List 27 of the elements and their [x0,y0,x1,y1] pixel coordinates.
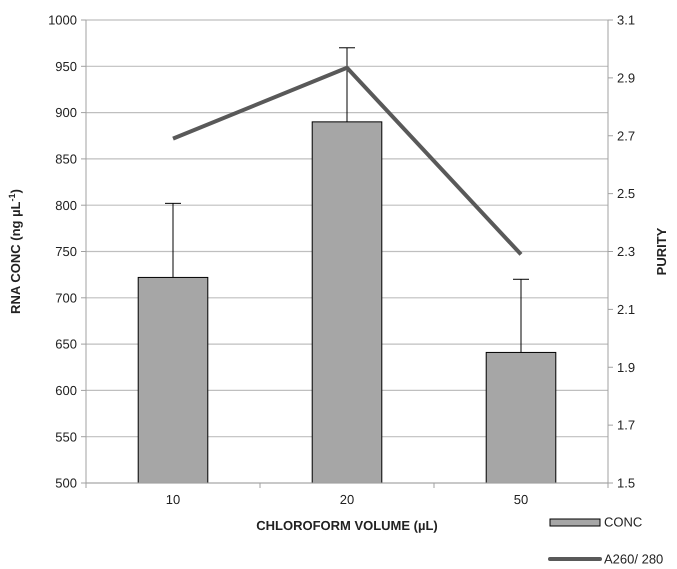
y2-tick-label: 2.5 [617,186,636,202]
x-tick-label: 10 [166,492,180,507]
y-tick-label: 750 [55,244,77,260]
x-axis-title: CHLOROFORM VOLUME (µL) [256,518,438,533]
legend-label: A260/ 280 [604,552,664,567]
y-tick-label: 600 [55,382,77,398]
y2-tick-label: 2.3 [617,244,636,260]
y-tick-label: 950 [55,58,77,74]
y2-tick-label: 2.1 [617,302,636,317]
y-tick-label: 500 [55,476,77,491]
y-tick-label: 650 [55,336,77,352]
x-tick-label: 20 [340,492,354,507]
y2-tick-label: 3.1 [617,12,636,28]
y-tick-label: 900 [55,105,77,120]
y2-tick-label: 1.9 [617,360,636,375]
y-tick-label: 850 [55,151,77,166]
y-tick-label: 800 [55,198,77,213]
y2-tick-label: 1.7 [617,418,636,433]
y2-tick-label: 1.5 [617,476,636,491]
legend-label: CONC [604,514,642,530]
y2-tick-label: 2.9 [617,70,636,86]
y2-axis-title: PURITY [654,227,669,276]
y2-tick-label: 2.7 [617,128,636,144]
y-tick-label: 550 [55,429,77,444]
y-tick-label: 700 [55,290,77,306]
y-tick-label: 1000 [48,12,77,28]
x-tick-label: 50 [514,492,528,507]
